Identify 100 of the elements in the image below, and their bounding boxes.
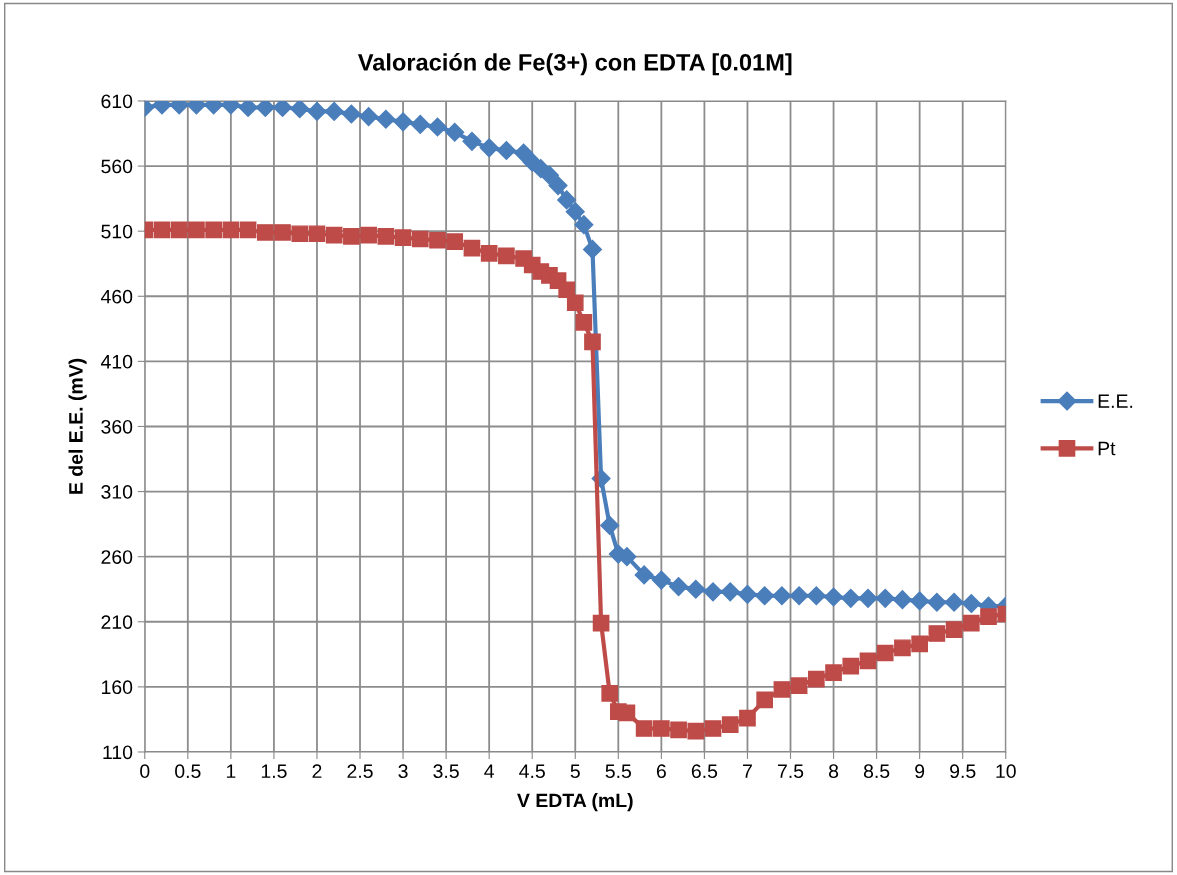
point [393, 112, 413, 132]
point [429, 231, 446, 249]
y-tick-label: 460 [100, 289, 133, 304]
point [445, 122, 465, 142]
point [755, 586, 775, 606]
point [308, 225, 326, 243]
y-tick-label: 160 [102, 680, 133, 695]
x-axis-title: V EDTA (mL) [517, 793, 633, 812]
x-tick-label: 8.5 [863, 764, 890, 779]
point [962, 614, 980, 632]
point [980, 608, 997, 625]
point [928, 625, 946, 642]
x-tick-label: 2 [312, 764, 322, 778]
point [806, 586, 826, 606]
y-tick-label: 210 [101, 615, 133, 630]
point [790, 677, 808, 694]
point [188, 221, 205, 239]
y-tick-label: 310 [101, 485, 133, 499]
point [411, 230, 429, 248]
point [894, 639, 911, 657]
x-tick-label: 3.5 [433, 764, 459, 779]
x-tick-label: 6 [656, 764, 666, 779]
point [170, 221, 188, 239]
point [480, 244, 498, 262]
point [961, 594, 981, 614]
point [789, 586, 809, 606]
point [498, 247, 515, 265]
point [377, 228, 395, 245]
x-tick-label: 7 [743, 764, 752, 778]
point [773, 681, 791, 698]
point [600, 515, 620, 535]
point [291, 225, 309, 243]
y-tick-label: 610 [101, 94, 133, 109]
point [601, 685, 619, 702]
x-tick-label: 6.5 [691, 764, 718, 779]
point [462, 131, 482, 151]
y-axis-title: E del E.E. (mV) [68, 358, 87, 494]
point [566, 294, 584, 312]
point [446, 233, 464, 250]
x-tick-label: 8 [828, 764, 839, 779]
y-tick-label: 260 [101, 550, 133, 564]
x-tick-label: 1 [226, 764, 236, 778]
point [256, 224, 274, 241]
point [704, 720, 722, 737]
point [394, 229, 412, 247]
point [376, 109, 396, 129]
point [592, 614, 610, 632]
point [255, 100, 275, 118]
point [945, 621, 963, 638]
x-tick-label: 5 [570, 764, 580, 779]
point [687, 722, 705, 740]
point [325, 226, 343, 244]
point [427, 117, 448, 137]
point [842, 657, 860, 675]
point [324, 101, 344, 121]
point [274, 224, 291, 241]
point [859, 652, 877, 670]
point [582, 239, 603, 259]
point [153, 221, 171, 239]
point [341, 104, 361, 124]
point [539, 165, 559, 185]
point [807, 670, 825, 688]
point [360, 226, 377, 244]
point [720, 582, 740, 602]
point [222, 221, 240, 239]
legend-label: E.E. [1098, 394, 1133, 408]
y-tick-label: 510 [101, 224, 133, 239]
x-tick-label: 4 [484, 764, 494, 778]
point [565, 202, 585, 222]
point [737, 584, 757, 604]
point [739, 709, 756, 727]
point [944, 592, 964, 612]
point [575, 313, 593, 331]
point [875, 588, 895, 608]
point [496, 140, 516, 160]
point [557, 190, 577, 210]
x-tick-label: 3 [398, 764, 408, 779]
point [841, 588, 861, 608]
y-tick-label: 560 [101, 159, 133, 174]
point [205, 221, 222, 239]
x-tick-label: 5.5 [605, 764, 632, 779]
point [651, 570, 671, 590]
point [858, 588, 878, 608]
point [290, 100, 310, 119]
point [669, 577, 689, 597]
point [825, 664, 842, 681]
point [618, 704, 636, 722]
point [514, 143, 534, 163]
point [584, 333, 601, 351]
point [272, 100, 293, 118]
point [634, 565, 654, 585]
x-tick-label: 10 [996, 764, 1016, 779]
point [756, 691, 774, 709]
point [238, 100, 258, 118]
x-tick-label: 2.5 [347, 764, 373, 779]
point [463, 239, 481, 257]
y-tick-label: 410 [100, 354, 133, 369]
point [910, 591, 930, 611]
point [343, 228, 360, 245]
x-tick-label: 1.5 [261, 764, 287, 779]
